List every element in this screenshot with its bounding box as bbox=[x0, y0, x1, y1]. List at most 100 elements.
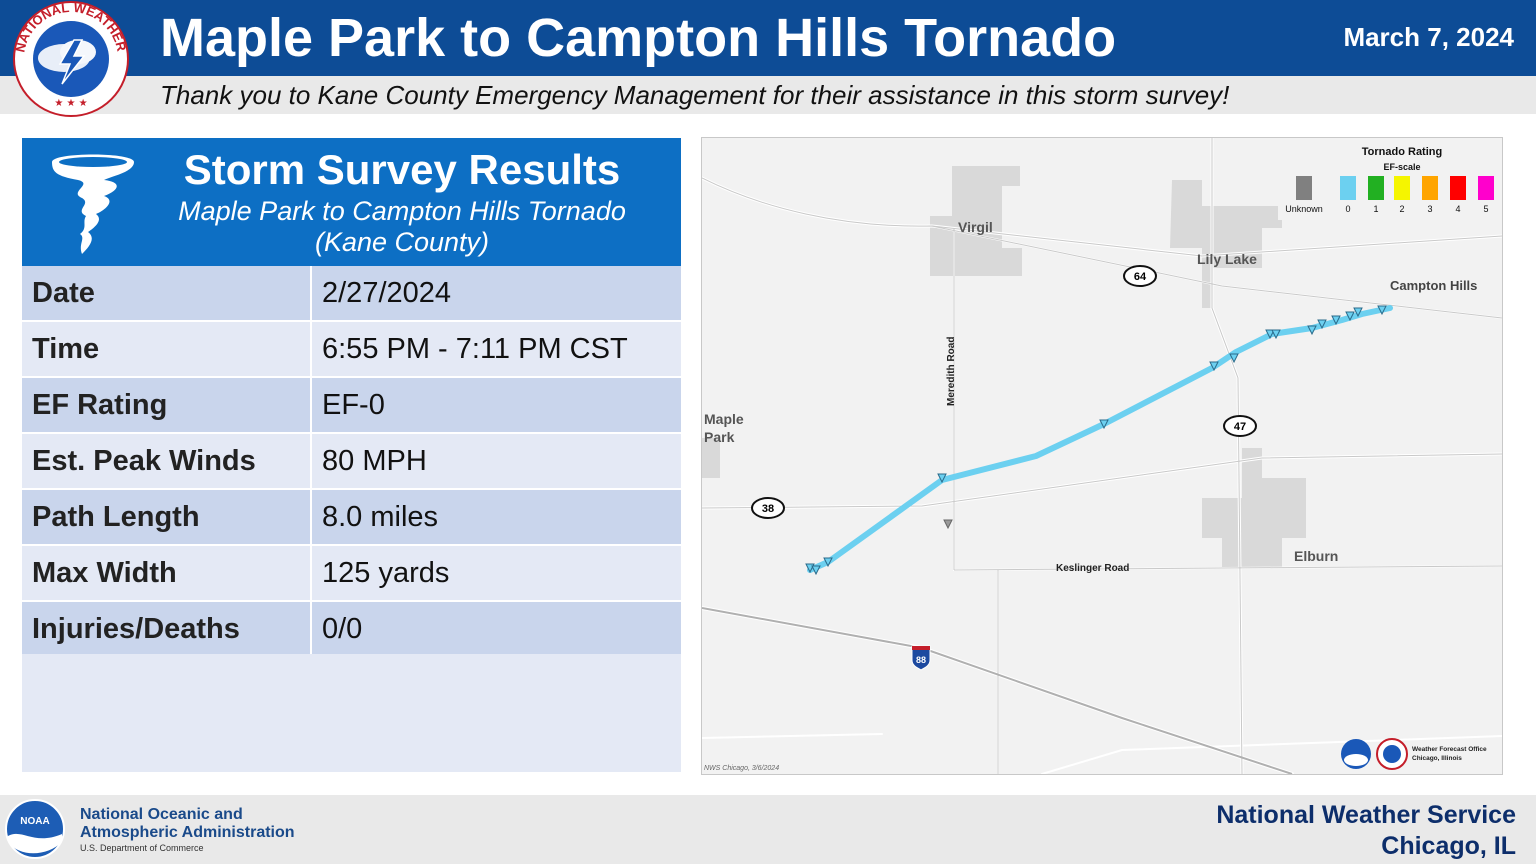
place-label-virgil: Virgil bbox=[958, 219, 993, 235]
footer-bar bbox=[0, 795, 1536, 864]
legend-swatch bbox=[1296, 176, 1312, 200]
damage-point-marker bbox=[1209, 361, 1219, 372]
legend-swatch bbox=[1368, 176, 1384, 200]
nws-line1: National Weather Service bbox=[1216, 801, 1516, 829]
damage-point-marker bbox=[1307, 325, 1317, 336]
row-value: 6:55 PM - 7:11 PM CST bbox=[311, 321, 681, 378]
lily-lake-area-1 bbox=[1170, 180, 1202, 248]
map-legend: Tornado Rating EF-scale Unknown 0 1 2 3 4 5 bbox=[1278, 142, 1500, 220]
maple-park-area bbox=[702, 438, 720, 478]
damage-point-markers bbox=[805, 305, 1387, 576]
damage-point-marker bbox=[823, 557, 833, 568]
noaa-line2: Atmospheric Administration bbox=[80, 824, 295, 841]
row-label: Date bbox=[22, 266, 312, 322]
row-value: 0/0 bbox=[311, 601, 681, 658]
place-label-elburn: Elburn bbox=[1294, 548, 1338, 564]
date-label: March 7, 2024 bbox=[1343, 22, 1514, 52]
table-row: Max Width 125 yards bbox=[22, 545, 681, 602]
legend-swatch bbox=[1478, 176, 1494, 200]
route-38-label: 38 bbox=[762, 503, 774, 515]
place-label-maple: Maple bbox=[704, 411, 744, 427]
tornado-track-path bbox=[807, 305, 1393, 573]
office-line1: Weather Forecast Office bbox=[1412, 746, 1487, 753]
damage-point-marker bbox=[1377, 305, 1387, 316]
subtitle-bar bbox=[0, 76, 1536, 114]
row-value: 125 yards bbox=[311, 545, 681, 602]
noaa-name: National Oceanic and Atmospheric Adminis… bbox=[80, 806, 295, 842]
table-row: Path Length 8.0 miles bbox=[22, 489, 681, 546]
legend-subtitle: EF-scale bbox=[1383, 162, 1420, 172]
lily-lake-area-2 bbox=[1202, 206, 1282, 308]
damage-point-marker bbox=[1265, 329, 1275, 340]
noaa-logo: NOAA bbox=[5, 799, 65, 859]
legend-title: Tornado Rating bbox=[1362, 146, 1442, 158]
legend-label: 4 bbox=[1455, 204, 1460, 214]
damage-point-marker bbox=[811, 565, 821, 576]
results-table: Date 2/27/2024 Time 6:55 PM - 7:11 PM CST … bbox=[22, 266, 681, 658]
office-logos: Weather Forecast Office Chicago, Illinoi… bbox=[1341, 738, 1487, 770]
damage-point-marker bbox=[1353, 307, 1363, 318]
road-label-meredith: Meredith Road bbox=[946, 337, 957, 406]
place-label-lily-lake: Lily Lake bbox=[1197, 251, 1257, 267]
legend-swatches: Unknown 0 1 2 3 4 5 bbox=[1285, 176, 1494, 214]
survey-subtitle-line1: Maple Park to Campton Hills Tornado bbox=[178, 196, 626, 226]
panel-blank-area bbox=[22, 654, 681, 772]
legend-swatch bbox=[1394, 176, 1410, 200]
legend-label: 1 bbox=[1373, 204, 1378, 214]
legend-label: 2 bbox=[1399, 204, 1404, 214]
noaa-logo-text: NOAA bbox=[20, 816, 49, 827]
map-canvas: 64 47 38 88 Virgil Lily Lake Campton Hil… bbox=[702, 138, 1502, 774]
noaa-line1: National Oceanic and bbox=[80, 806, 243, 823]
noaa-department: U.S. Department of Commerce bbox=[80, 843, 204, 853]
row-label: Est. Peak Winds bbox=[22, 433, 312, 490]
office-line2: Chicago, Illinois bbox=[1412, 755, 1462, 762]
damage-point-marker bbox=[1345, 311, 1355, 322]
legend-label: Unknown bbox=[1285, 204, 1323, 214]
place-label-park: Park bbox=[704, 429, 735, 445]
elburn-area bbox=[1202, 448, 1306, 568]
route-47-shield: 47 bbox=[1223, 415, 1257, 437]
interstate-88-shield: 88 bbox=[911, 645, 931, 671]
acknowledgement-text: Thank you to Kane County Emergency Manag… bbox=[160, 80, 1230, 110]
tornado-icon bbox=[52, 154, 134, 254]
table-row: Date 2/27/2024 bbox=[22, 266, 681, 322]
tornado-track-map[interactable]: 64 47 38 88 Virgil Lily Lake Campton Hil… bbox=[701, 137, 1503, 775]
road-label-keslinger: Keslinger Road bbox=[1056, 563, 1129, 574]
nws-logo: NATIONAL WEATHER SERVICE ★ ★ ★ bbox=[12, 0, 130, 117]
row-label: Injuries/Deaths bbox=[22, 601, 312, 658]
damage-point-marker bbox=[1331, 315, 1341, 326]
route-64-label: 64 bbox=[1134, 271, 1147, 283]
table-row: Injuries/Deaths 0/0 bbox=[22, 601, 681, 658]
legend-label: 0 bbox=[1345, 204, 1350, 214]
map-credit: NWS Chicago, 3/6/2024 bbox=[704, 765, 779, 772]
row-value: 2/27/2024 bbox=[311, 266, 681, 322]
town-areas bbox=[702, 166, 1306, 568]
survey-subtitle-line2: (Kane County) bbox=[314, 227, 490, 257]
damage-point-marker bbox=[1229, 353, 1239, 364]
legend-swatch bbox=[1450, 176, 1466, 200]
row-label: Time bbox=[22, 321, 312, 378]
table-row: EF Rating EF-0 bbox=[22, 377, 681, 434]
damage-point-marker bbox=[1317, 319, 1327, 330]
page-title: Maple Park to Campton Hills Tornado bbox=[160, 8, 1117, 68]
legend-label: 5 bbox=[1483, 204, 1488, 214]
row-value: EF-0 bbox=[311, 377, 681, 434]
svg-text:★ ★ ★: ★ ★ ★ bbox=[54, 98, 87, 109]
route-64-shield: 64 bbox=[1123, 265, 1157, 287]
row-label: Path Length bbox=[22, 489, 312, 546]
survey-panel-header: Storm Survey Results Maple Park to Campt… bbox=[22, 138, 681, 266]
survey-title: Storm Survey Results bbox=[183, 146, 621, 193]
damage-point-marker bbox=[1271, 329, 1281, 340]
damage-point-marker bbox=[937, 473, 947, 484]
legend-swatch bbox=[1340, 176, 1356, 200]
survey-subtitle: Maple Park to Campton Hills Tornado (Kan… bbox=[142, 196, 662, 258]
row-label: Max Width bbox=[22, 545, 312, 602]
place-label-campton-hills: Campton Hills bbox=[1390, 278, 1477, 293]
unknown-point-marker bbox=[943, 519, 953, 530]
table-row: Time 6:55 PM - 7:11 PM CST bbox=[22, 321, 681, 378]
road-south-east bbox=[1041, 735, 1502, 774]
road-southwest bbox=[702, 733, 883, 739]
nws-line2: Chicago, IL bbox=[1381, 832, 1516, 860]
header-bar bbox=[0, 0, 1536, 76]
nws-office-name: National Weather Service Chicago, IL bbox=[1216, 800, 1516, 862]
